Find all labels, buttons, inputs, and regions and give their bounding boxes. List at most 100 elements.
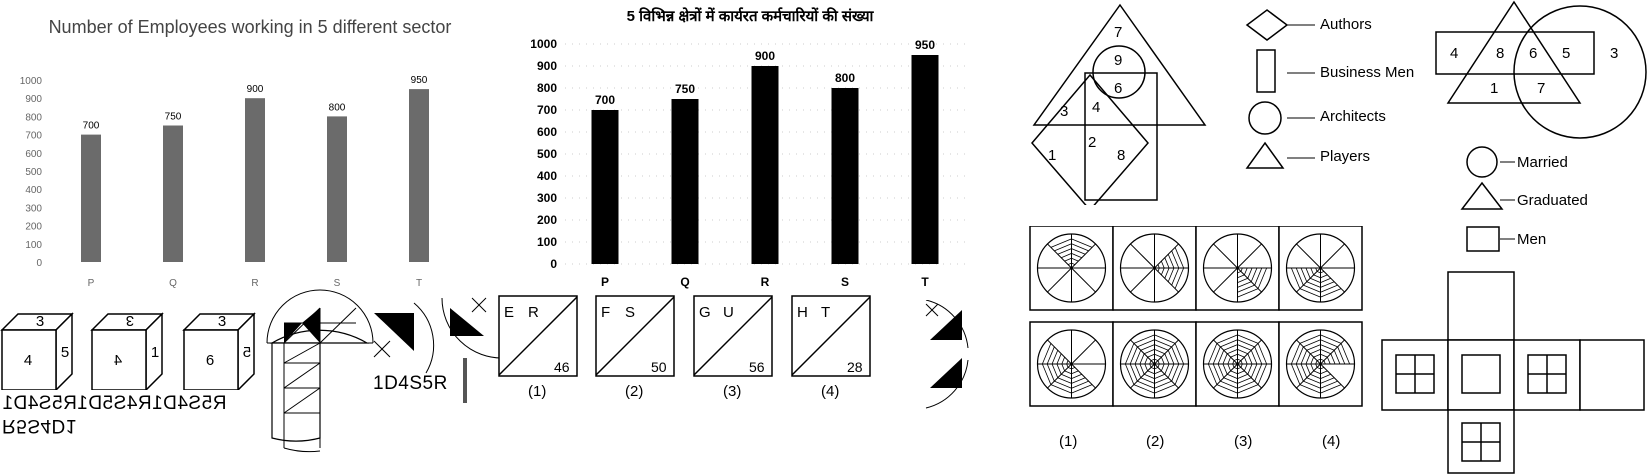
- fold-black-1: [284, 323, 302, 343]
- fold-pieces-right: [925, 300, 969, 409]
- legend-graduated: Graduated: [1517, 192, 1588, 209]
- chart2-title: 5 विभिन्न क्षेत्रों में कार्यरत कर्मचारि…: [626, 8, 874, 25]
- y-tick-label: 1000: [20, 76, 42, 87]
- venn1-rectangle: [1084, 72, 1158, 201]
- mirror-text-row3: 1D4S5R: [373, 373, 448, 394]
- letter-box-1-l2: R: [528, 304, 539, 321]
- net-face-center: [1447, 339, 1515, 411]
- cube-net: [1381, 271, 1645, 474]
- category-label-R: R: [251, 278, 258, 289]
- graduated-triangle-shape: [1460, 181, 1504, 210]
- wheel-figure: [1285, 329, 1356, 399]
- die-3: 3 6 5: [182, 312, 256, 390]
- bar-P: [591, 110, 619, 264]
- data-label-T: 950: [915, 38, 935, 52]
- chart1-plot: 0 100 200 300 400 500 600 700 800 900 1000 700 P 750 Q…: [20, 75, 429, 289]
- married-circle-shape: [1466, 146, 1498, 178]
- letter-box-4: H T 28: [791, 295, 871, 377]
- category-label-Q: Q: [169, 278, 177, 289]
- letter-option-2: (2): [625, 383, 644, 400]
- venn2-triangle: [1446, 0, 1582, 104]
- letter-box-4-l2: T: [821, 304, 830, 321]
- letter-box-1-l1: E: [504, 304, 514, 321]
- net-face-far-right: [1579, 339, 1645, 411]
- venn1-region-1: 1: [1048, 147, 1056, 164]
- circle-shape: [1248, 101, 1282, 135]
- category-label-S: S: [841, 275, 849, 289]
- venn1-diamond: [1031, 73, 1149, 205]
- letter-option-3: (3): [723, 383, 742, 400]
- bar-T: [409, 89, 429, 262]
- y-tick-label: 600: [537, 125, 557, 139]
- venn2-region-4: 4: [1450, 45, 1458, 62]
- letter-option-4: (4): [821, 383, 840, 400]
- letter-box-4-l1: H: [797, 304, 808, 321]
- legend-players: Players: [1320, 148, 1371, 165]
- y-tick-label: 100: [25, 240, 42, 251]
- category-label-Q: Q: [680, 275, 689, 289]
- data-label-Q: 750: [165, 112, 182, 123]
- category-label-T: T: [921, 275, 929, 289]
- bar-T: [911, 55, 939, 264]
- letter-box-3-l1: G: [699, 304, 711, 321]
- chart2-plot: 0 100 200 300 400 500 600 700 800 900 1000 700 P 750 Q…: [530, 37, 965, 289]
- legend-architects: Architects: [1320, 108, 1386, 125]
- venn2-region-8: 8: [1496, 45, 1504, 62]
- bar-S: [831, 88, 859, 264]
- letter-box-3: G U 56: [693, 295, 773, 377]
- venn2-legend-shapes: [1460, 146, 1515, 252]
- venn1-region-8: 8: [1117, 147, 1125, 164]
- wheel-figure: [1285, 233, 1356, 303]
- die-2-side: 1: [151, 344, 159, 361]
- y-tick-label: 900: [537, 59, 557, 73]
- legend-business-men: Business Men: [1320, 64, 1415, 81]
- data-label-R: 900: [247, 84, 264, 95]
- paper-fold-figures: [266, 289, 505, 453]
- y-tick-label: 300: [25, 203, 42, 214]
- bar-Q: [163, 125, 183, 262]
- y-tick-label: 0: [550, 257, 557, 271]
- y-tick-label: 700: [25, 131, 42, 142]
- y-tick-label: 800: [25, 112, 42, 123]
- wheel-sequence: [1029, 226, 1363, 407]
- venn1-region-9: 9: [1114, 52, 1122, 69]
- letter-box-3-l2: U: [723, 304, 734, 321]
- die-1-side: 5: [61, 344, 69, 361]
- mirror-text-row2: R5S4D1: [2, 415, 77, 436]
- die-2-front: 4: [114, 352, 122, 369]
- letter-box-2-l1: F: [601, 304, 610, 321]
- men-rectangle-shape: [1466, 226, 1500, 252]
- mirror-text-row1: R5S4D1R4S5D1R5S4D1: [2, 393, 227, 414]
- bar-R: [751, 66, 779, 264]
- category-label-S: S: [334, 278, 341, 289]
- venn2-region-3: 3: [1610, 45, 1618, 62]
- y-tick-label: 700: [537, 103, 557, 117]
- venn1-region-2: 2: [1088, 134, 1096, 151]
- bar-Q: [671, 99, 699, 264]
- y-tick-label: 800: [537, 81, 557, 95]
- venn2-region-7: 7: [1537, 80, 1545, 97]
- die-1-top: 3: [36, 313, 44, 330]
- data-label-S: 800: [329, 102, 346, 113]
- venn1-triangle: [1032, 3, 1207, 126]
- venn1-region-7: 7: [1114, 24, 1122, 41]
- venn2-region-6: 6: [1529, 45, 1537, 62]
- die-1-front: 4: [24, 352, 32, 369]
- y-tick-label: 200: [25, 222, 42, 233]
- legend-married: Married: [1517, 154, 1568, 171]
- bar-P: [81, 134, 101, 262]
- dice-group: 3 4 5 3 4 1 3 6 5: [0, 312, 256, 390]
- die-3-front: 6: [206, 352, 214, 369]
- letter-option-1: (1): [528, 383, 547, 400]
- venn1-legend-shapes: [1245, 9, 1315, 169]
- wheel-option-1: (1): [1059, 433, 1078, 450]
- venn1-region-3: 3: [1060, 103, 1068, 120]
- letter-box-4-num: 28: [847, 359, 863, 375]
- legend-men: Men: [1517, 231, 1547, 248]
- y-tick-label: 200: [537, 213, 557, 227]
- venn1-region-6: 6: [1114, 80, 1122, 97]
- venn2-region-1: 1: [1490, 80, 1498, 97]
- diamond-shape: [1245, 9, 1289, 41]
- letter-box-1-num: 46: [554, 359, 570, 375]
- y-tick-label: 600: [25, 149, 42, 160]
